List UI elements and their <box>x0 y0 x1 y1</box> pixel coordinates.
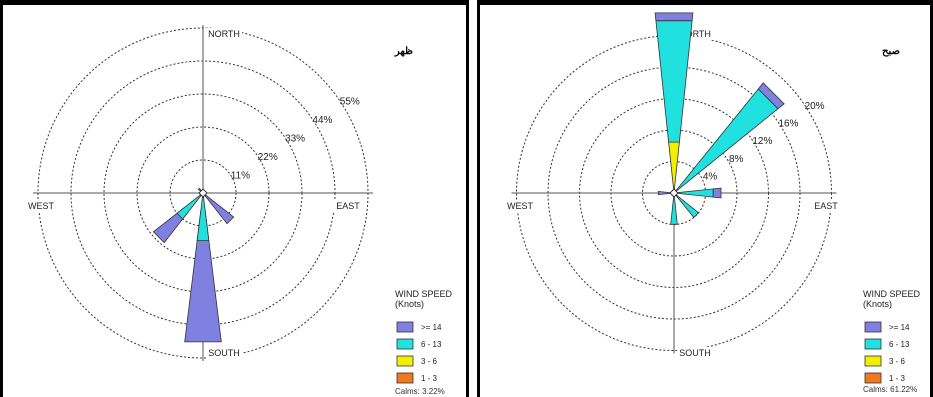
legend-label-1: >= 14 <box>421 323 442 332</box>
chart-title: ظهر <box>394 46 413 57</box>
south-label-bg <box>206 347 242 359</box>
legend-title-line2: (Knots) <box>395 299 424 309</box>
north-label: NORTH <box>679 29 711 39</box>
petal-135-segment-1 <box>675 194 700 219</box>
wind-rose-panel-noon: NORTH EAST SOUTH WEST 11% 22% 33% 44% 55% ظهر WIND… <box>0 0 469 397</box>
west-label: WEST <box>507 201 534 211</box>
ring-label-3: 12% <box>752 136 772 147</box>
north-label: NORTH <box>208 29 240 39</box>
ring-label-2: 22% <box>258 152 278 163</box>
petal-90-segment-2 <box>712 187 722 199</box>
ring-label-3: 33% <box>285 134 305 145</box>
ring-label-4: 16% <box>778 119 798 130</box>
petal-45-segment-2 <box>757 82 785 110</box>
legend-label-3: 3 - 6 <box>421 357 438 366</box>
petal-90-segment-1 <box>676 188 714 198</box>
center-marker <box>198 188 208 198</box>
calms-label: Calms: 61.22% <box>863 385 917 394</box>
legend-title-line1: WIND SPEED <box>863 289 921 299</box>
panel-divider <box>469 0 477 397</box>
legend-label-3: 3 - 6 <box>889 357 906 366</box>
calms-label: Calms: 3.22% <box>395 387 445 396</box>
south-label: SOUTH <box>679 348 711 358</box>
ring-label-5: 20% <box>805 101 825 112</box>
legend-swatch-1 <box>864 321 882 333</box>
petal-0-segment-1 <box>668 141 680 191</box>
south-label: SOUTH <box>208 348 240 358</box>
petal-180-segment-1 <box>670 195 678 225</box>
legend-label-2: 6 - 13 <box>421 340 442 349</box>
petal-180-segment-2 <box>196 195 210 242</box>
center-marker <box>669 188 679 198</box>
legend-swatch-3 <box>864 355 882 367</box>
legend-swatch-4 <box>864 372 882 384</box>
wind-rose-chart-morning: NORTH EAST SOUTH WEST 4% 8% 12% 16% 20% صبح WIND S… <box>502 12 921 394</box>
ring-label-2: 8% <box>729 154 744 165</box>
east-label-bg <box>808 200 844 212</box>
east-label: EAST <box>814 201 838 211</box>
west-label-bg <box>23 200 59 212</box>
legend-label-2: 6 - 13 <box>889 340 910 349</box>
legend-swatch-1 <box>396 321 414 333</box>
legend-swatch-2 <box>396 338 414 350</box>
north-label-bg <box>206 28 242 40</box>
petal-225-segment-2 <box>176 194 202 220</box>
legend-swatch-4 <box>396 372 414 384</box>
petal-0-segment-3 <box>654 12 694 22</box>
east-label-bg <box>330 200 366 212</box>
east-label: EAST <box>336 201 360 211</box>
wind-rose-chart-noon: NORTH EAST SOUTH WEST 11% 22% 33% 44% 55% ظهر WIND… <box>23 25 453 396</box>
petal-0-segment-2 <box>655 20 693 143</box>
legend-swatch-2 <box>864 338 882 350</box>
legend-title-line1: WIND SPEED <box>395 289 453 299</box>
west-label: WEST <box>28 201 55 211</box>
legend-label-4: 1 - 3 <box>421 374 438 383</box>
legend-label-1: >= 14 <box>889 323 910 332</box>
petal-270-segment-1 <box>657 190 672 196</box>
ring-label-1: 11% <box>231 171 250 182</box>
chart-title: صبح <box>882 46 900 57</box>
west-label-bg <box>502 200 538 212</box>
wind-rose-panel-morning: NORTH EAST SOUTH WEST 4% 8% 12% 16% 20% صبح WIND S… <box>477 0 933 397</box>
legend-swatch-3 <box>396 355 414 367</box>
legend-title-line2: (Knots) <box>863 299 892 309</box>
petal-135-segment-1 <box>204 194 235 225</box>
ring-label-1: 4% <box>703 171 718 182</box>
legend-label-4: 1 - 3 <box>889 374 906 383</box>
south-label-bg <box>677 347 713 359</box>
ring-label-5: 55% <box>340 97 360 108</box>
ring-label-4: 44% <box>312 115 332 126</box>
